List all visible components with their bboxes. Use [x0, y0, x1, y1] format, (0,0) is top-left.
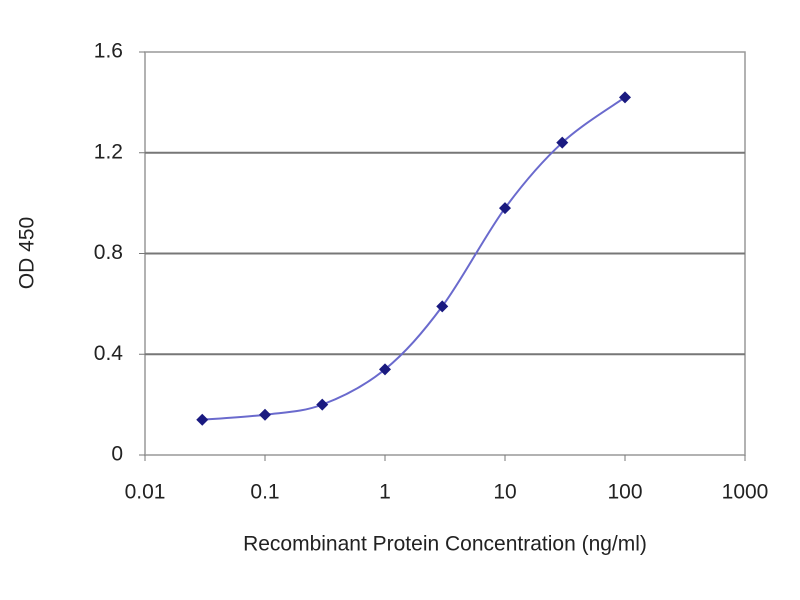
data-point [436, 300, 449, 313]
data-point [556, 136, 569, 149]
data-point [196, 413, 209, 426]
y-tick-label: 0 [111, 443, 123, 466]
x-tick-label: 1 [379, 481, 391, 504]
x-tick-label: 10 [493, 481, 516, 504]
y-axis-label: OD 450 [16, 217, 39, 289]
data-point [316, 398, 329, 411]
data-point [499, 202, 511, 215]
data-point [619, 91, 631, 104]
y-tick-label: 0.8 [94, 241, 123, 264]
data-point [379, 363, 391, 376]
x-tick-label: 0.1 [250, 481, 279, 504]
y-tick-label: 1.2 [94, 140, 123, 163]
y-tick-label: 1.6 [94, 40, 123, 63]
x-tick-label: 1000 [722, 481, 769, 504]
x-tick-label: 0.01 [125, 481, 166, 504]
x-axis-label: Recombinant Protein Concentration (ng/ml… [243, 533, 647, 556]
data-point [259, 408, 271, 421]
x-tick-label: 100 [607, 481, 642, 504]
curve [202, 96, 626, 421]
y-tick-label: 0.4 [94, 342, 124, 365]
